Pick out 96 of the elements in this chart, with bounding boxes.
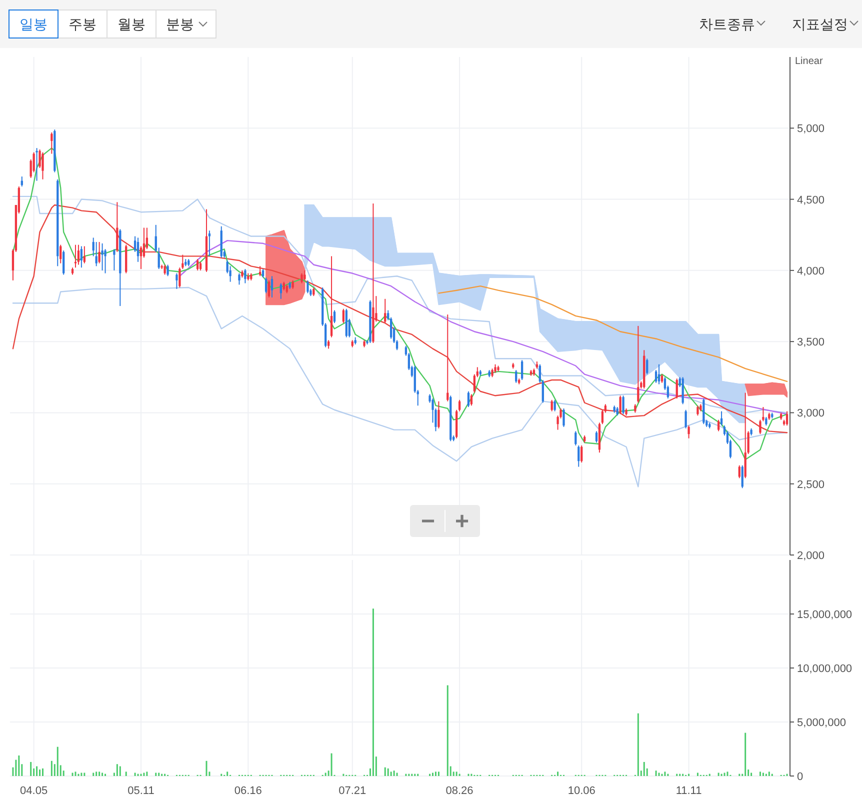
candlestick	[688, 425, 690, 439]
candlestick	[646, 358, 648, 375]
candlestick	[446, 314, 449, 402]
x-tick-label: 04.05	[20, 785, 48, 797]
candlestick	[702, 398, 705, 425]
y-tick-label: 5,000	[797, 123, 825, 136]
candlestick	[83, 246, 86, 264]
candlestick	[333, 310, 336, 324]
candlestick	[196, 258, 199, 271]
candlestick	[74, 244, 77, 268]
y-tick-label: 2,500	[797, 478, 825, 491]
annotation: +	[454, 508, 470, 535]
candlestick	[384, 298, 386, 324]
candlestick	[77, 244, 80, 266]
candlestick	[720, 410, 723, 426]
candlestick	[619, 395, 622, 415]
candlestick	[595, 430, 598, 444]
candlestick	[300, 272, 303, 284]
candlestick	[562, 408, 565, 428]
candlestick	[622, 395, 624, 415]
candlestick	[36, 148, 38, 182]
candlestick	[330, 256, 333, 338]
candlestick	[264, 277, 268, 294]
text: 월봉	[118, 16, 146, 32]
candlestick	[578, 444, 580, 468]
candlestick	[60, 244, 62, 264]
candlestick	[550, 399, 553, 412]
candlestick	[280, 282, 282, 300]
candlestick	[208, 230, 211, 257]
line-series	[12, 147, 788, 460]
y-tick-label: 4,500	[797, 194, 825, 206]
candlestick	[98, 241, 100, 264]
x-tick-label: 10.06	[568, 785, 596, 797]
candlestick	[268, 280, 270, 298]
candlestick	[696, 405, 699, 416]
text: 지표설정	[792, 16, 848, 32]
x-tick-label: 05.11	[128, 785, 154, 797]
candlestick	[80, 246, 83, 268]
y-tick-label: 2,000	[797, 550, 825, 562]
y-tick-label: 3,000	[797, 408, 825, 420]
y-tick-label: 0	[797, 771, 804, 783]
x-tick-label: 07.21	[338, 785, 366, 797]
zoom-control: − +	[410, 505, 480, 537]
y-tick-label: 15,000,000	[797, 609, 852, 621]
text: 차트종류	[699, 16, 755, 32]
y-tick-label: 10,000,000	[797, 663, 852, 675]
y-tick-label: 3,500	[797, 336, 825, 349]
candlestick	[95, 241, 98, 267]
candlestick	[116, 202, 118, 252]
y-tick-label: 5,000,000	[797, 717, 846, 729]
candlestick	[470, 394, 473, 406]
candlestick	[270, 276, 274, 298]
candlestick	[304, 270, 306, 281]
candlestick	[759, 419, 762, 435]
line-series	[12, 286, 788, 488]
candlestick	[342, 308, 345, 324]
x-tick-label: 08.26	[446, 785, 474, 797]
candlestick	[164, 264, 166, 276]
candlestick	[113, 248, 116, 271]
candlestick	[658, 364, 660, 385]
candlestick	[717, 419, 720, 432]
candlestick	[520, 360, 524, 380]
candlestick	[438, 400, 440, 429]
candlestick	[136, 237, 140, 262]
candlestick	[574, 430, 577, 446]
candlestick	[637, 325, 640, 404]
candlestick	[684, 409, 687, 429]
candlestick	[762, 406, 764, 422]
text: Linear	[795, 56, 824, 67]
candlestick	[140, 246, 142, 270]
candlestick	[244, 268, 246, 284]
candlestick	[467, 390, 470, 408]
x-tick-label: 11.11	[676, 785, 702, 797]
text: 주봉	[68, 16, 96, 32]
text: 일봉	[20, 16, 48, 32]
candlestick	[580, 444, 583, 464]
candlestick	[676, 378, 678, 399]
candlestick	[62, 250, 65, 276]
candlestick	[741, 464, 744, 489]
annotation: −	[420, 508, 436, 535]
candlestick	[176, 272, 178, 290]
candlestick	[238, 272, 240, 286]
candlestick	[306, 280, 309, 294]
candlestick	[101, 242, 104, 271]
text: 분봉	[166, 16, 194, 32]
y-tick-label: 4,000	[797, 265, 825, 278]
candlestick	[515, 370, 518, 384]
candlestick	[786, 410, 788, 426]
line-series	[438, 285, 788, 382]
candlestick	[166, 264, 169, 277]
candlestick	[458, 399, 461, 412]
x-tick-label: 06.16	[234, 785, 262, 797]
candlestick	[554, 399, 556, 412]
candlestick	[178, 267, 181, 288]
candlestick	[42, 152, 44, 180]
candlestick	[50, 132, 53, 154]
